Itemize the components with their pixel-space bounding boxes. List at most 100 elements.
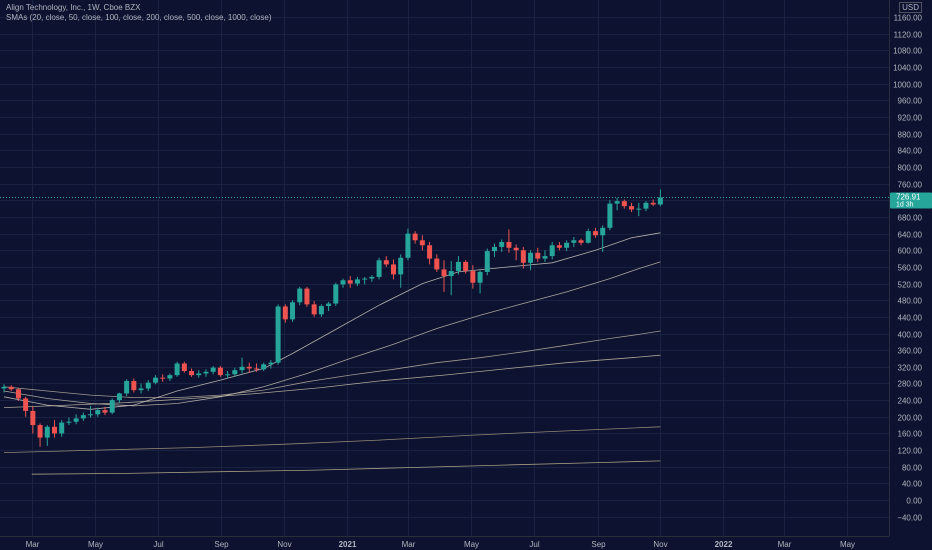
- candle[interactable]: [138, 383, 144, 394]
- candle[interactable]: [210, 365, 216, 375]
- candle[interactable]: [542, 250, 548, 262]
- candle[interactable]: [282, 304, 288, 323]
- candle[interactable]: [564, 240, 570, 252]
- candle[interactable]: [318, 304, 324, 317]
- candle[interactable]: [297, 286, 303, 306]
- candle[interactable]: [275, 304, 281, 365]
- candle[interactable]: [51, 420, 57, 438]
- candle[interactable]: [131, 378, 137, 393]
- candle[interactable]: [491, 243, 497, 257]
- candle[interactable]: [419, 235, 425, 251]
- candle[interactable]: [37, 423, 43, 447]
- candle[interactable]: [109, 398, 115, 415]
- candle[interactable]: [203, 369, 209, 377]
- candle[interactable]: [311, 301, 317, 317]
- time-axis[interactable]: Mar May Jul Sep Nov 2021 Mar May Jul Sep Nov 2022 Ma…: [26, 540, 855, 549]
- candle[interactable]: [246, 362, 252, 373]
- symbol-title[interactable]: Align Technology, Inc., 1W, Cboe BZX: [6, 3, 141, 12]
- candle[interactable]: [412, 231, 418, 244]
- candle[interactable]: [145, 380, 151, 391]
- candle-body: [59, 422, 65, 434]
- candle[interactable]: [30, 405, 36, 434]
- candle[interactable]: [23, 396, 29, 417]
- candle[interactable]: [290, 300, 296, 322]
- candle[interactable]: [268, 360, 274, 369]
- candle[interactable]: [643, 201, 649, 212]
- candle[interactable]: [650, 199, 656, 207]
- candle[interactable]: [253, 363, 259, 372]
- candle[interactable]: [549, 241, 555, 260]
- candle[interactable]: [621, 199, 627, 209]
- candle[interactable]: [470, 265, 476, 289]
- candle[interactable]: [167, 373, 173, 381]
- candle[interactable]: [340, 278, 346, 288]
- candle[interactable]: [124, 379, 130, 396]
- candle[interactable]: [463, 260, 469, 274]
- candle[interactable]: [189, 368, 195, 377]
- candle[interactable]: [102, 406, 108, 416]
- candle[interactable]: [398, 254, 404, 288]
- candle[interactable]: [261, 362, 267, 371]
- candle[interactable]: [239, 357, 245, 374]
- candle[interactable]: [333, 282, 339, 307]
- candle[interactable]: [196, 370, 202, 378]
- candle[interactable]: [376, 257, 382, 280]
- candle[interactable]: [232, 367, 238, 377]
- price-axis[interactable]: 1160.00 1120.00 1080.00 1040.00 1000.00 960.0…: [893, 14, 922, 523]
- candle[interactable]: [528, 250, 534, 271]
- candle[interactable]: [535, 247, 541, 262]
- candle[interactable]: [427, 241, 433, 265]
- candle[interactable]: [585, 228, 591, 244]
- candle[interactable]: [66, 417, 72, 426]
- candle[interactable]: [571, 236, 577, 247]
- candle[interactable]: [405, 228, 411, 261]
- candle[interactable]: [614, 197, 620, 211]
- candle[interactable]: [8, 385, 14, 391]
- indicator-label[interactable]: SMAs (20, close, 50, close, 100, close, …: [6, 13, 272, 22]
- candle[interactable]: [455, 256, 461, 275]
- candle[interactable]: [174, 361, 180, 377]
- candle[interactable]: [448, 261, 454, 296]
- candle[interactable]: [80, 412, 86, 421]
- candle[interactable]: [95, 407, 101, 417]
- candle[interactable]: [520, 246, 526, 269]
- candle[interactable]: [152, 375, 158, 385]
- candle[interactable]: [362, 276, 368, 285]
- candle[interactable]: [578, 238, 584, 246]
- candle[interactable]: [354, 276, 360, 287]
- candle[interactable]: [391, 259, 397, 280]
- candle[interactable]: [1, 384, 7, 393]
- candle[interactable]: [636, 202, 642, 217]
- candle[interactable]: [304, 286, 310, 307]
- candle[interactable]: [88, 405, 94, 418]
- candle[interactable]: [347, 276, 353, 288]
- candle[interactable]: [629, 202, 635, 212]
- candle[interactable]: [225, 370, 231, 379]
- candle[interactable]: [59, 420, 65, 437]
- candle[interactable]: [73, 414, 79, 425]
- candle[interactable]: [607, 200, 613, 231]
- currency-button[interactable]: USD: [899, 2, 922, 13]
- candle[interactable]: [513, 244, 519, 261]
- candle[interactable]: [383, 256, 389, 267]
- candle[interactable]: [556, 241, 562, 251]
- candle[interactable]: [484, 248, 490, 276]
- candle[interactable]: [592, 227, 598, 238]
- candle-body: [37, 425, 43, 438]
- candle[interactable]: [15, 388, 21, 401]
- candle[interactable]: [44, 425, 50, 446]
- candle[interactable]: [499, 239, 505, 252]
- candle[interactable]: [217, 365, 223, 377]
- candle[interactable]: [369, 275, 375, 282]
- candle[interactable]: [506, 229, 512, 253]
- candle[interactable]: [600, 225, 606, 252]
- candle[interactable]: [116, 392, 122, 403]
- candle[interactable]: [441, 260, 447, 292]
- candle-body: [217, 367, 223, 376]
- candle[interactable]: [326, 301, 332, 312]
- candle[interactable]: [477, 270, 483, 294]
- candle[interactable]: [160, 374, 166, 382]
- candle[interactable]: [434, 254, 440, 272]
- candle[interactable]: [181, 361, 187, 373]
